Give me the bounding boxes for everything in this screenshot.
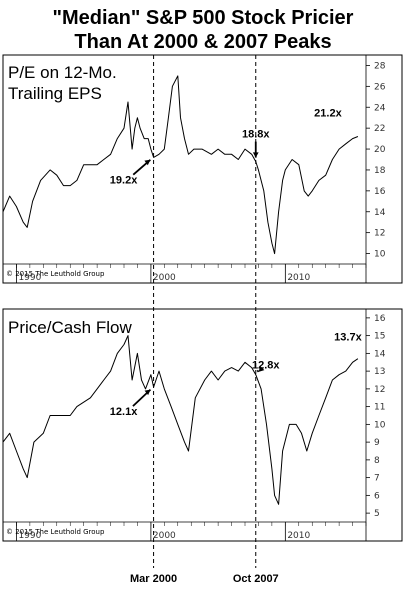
pe-y-tick-label: 10 bbox=[374, 250, 386, 260]
pe-y-tick-label: 12 bbox=[374, 229, 385, 239]
pcf-y-ticks: 5 6 7 8 9 10 11 12 13 14 15 16 bbox=[366, 314, 386, 519]
chart-title-line1: "Median" S&P 500 Stock Pricier bbox=[53, 7, 354, 29]
pe-x-tick-label: 1990 bbox=[18, 273, 41, 283]
pcf-annotation-arrow bbox=[256, 369, 260, 373]
pcf-x-tick-label: 2000 bbox=[153, 531, 176, 541]
pe-y-tick-label: 16 bbox=[374, 187, 386, 197]
pcf-annotation-label: 12.8x bbox=[252, 360, 280, 372]
event-lines bbox=[153, 55, 257, 568]
pcf-y-tick-label: 7 bbox=[374, 474, 380, 484]
pcf-y-tick-label: 6 bbox=[374, 491, 380, 501]
pe-panel-title-line1: P/E on 12-Mo. bbox=[8, 63, 117, 82]
event-label-mar-2000: Mar 2000 bbox=[130, 573, 177, 585]
pcf-x-tick-label: 1990 bbox=[18, 531, 41, 541]
pcf-y-tick-label: 8 bbox=[374, 456, 380, 466]
pe-x-tick-label: 2000 bbox=[153, 273, 176, 283]
pe-annotation-arrowhead bbox=[144, 159, 151, 166]
pcf-y-tick-label: 16 bbox=[374, 314, 386, 324]
pcf-y-tick-label: 13 bbox=[374, 367, 385, 377]
pe-y-tick-label: 18 bbox=[374, 166, 386, 176]
pe-y-tick-label: 26 bbox=[374, 82, 386, 92]
pcf-x-tick-label: 2010 bbox=[287, 531, 310, 541]
pcf-annotation-label: 12.1x bbox=[110, 406, 138, 418]
pe-panel-title-line2: Trailing EPS bbox=[8, 84, 102, 103]
pe-plot-frame bbox=[2, 54, 403, 284]
pcf-annotation-arrowhead bbox=[144, 389, 151, 396]
chart-title-line2: Than At 2000 & 2007 Peaks bbox=[74, 31, 331, 53]
pe-y-ticks: 10 12 14 16 18 20 22 24 26 28 bbox=[366, 61, 386, 260]
pcf-x-ticks: 1990 2000 2010 bbox=[2, 522, 367, 541]
pe-panel: P/E on 12-Mo. Trailing EPS © 2015 The Le… bbox=[2, 54, 403, 284]
pcf-series bbox=[2, 335, 359, 505]
pcf-y-tick-label: 5 bbox=[374, 509, 380, 519]
pcf-series-line bbox=[2, 335, 359, 505]
pcf-y-tick-label: 11 bbox=[374, 403, 385, 413]
pe-series-line bbox=[2, 75, 359, 255]
pe-annotation-label: 19.2x bbox=[110, 174, 138, 186]
pcf-y-tick-label: 14 bbox=[374, 349, 386, 359]
pcf-y-tick-label: 9 bbox=[374, 438, 380, 448]
pcf-copyright: © 2015 The Leuthold Group bbox=[6, 528, 105, 536]
pe-y-tick-label: 24 bbox=[374, 103, 386, 113]
pe-y-tick-label: 14 bbox=[374, 208, 386, 218]
pcf-panel: Price/Cash Flow © 2015 The Leuthold Grou… bbox=[2, 308, 403, 542]
pe-x-ticks: 1990 2000 2010 bbox=[2, 264, 367, 283]
pe-y-tick-label: 20 bbox=[374, 145, 386, 155]
pe-copyright: © 2015 The Leuthold Group bbox=[6, 270, 105, 278]
pcf-y-tick-label: 12 bbox=[374, 385, 385, 395]
pcf-y-tick-label: 15 bbox=[374, 332, 385, 342]
pe-y-tick-label: 22 bbox=[374, 124, 385, 134]
pcf-panel-title: Price/Cash Flow bbox=[8, 318, 132, 337]
event-label-oct-2007: Oct 2007 bbox=[233, 573, 279, 585]
pe-annotation-label: 21.2x bbox=[314, 108, 342, 120]
pe-y-tick-label: 28 bbox=[374, 61, 386, 71]
pcf-plot-frame bbox=[2, 308, 403, 542]
pe-x-tick-label: 2010 bbox=[287, 273, 310, 283]
pe-series bbox=[2, 75, 359, 255]
pcf-annotation-arrowhead bbox=[258, 366, 265, 372]
pcf-annotation-label: 13.7x bbox=[334, 332, 362, 344]
pcf-y-tick-label: 10 bbox=[374, 420, 386, 430]
pcf-annotations: 12.1x 12.8x 13.7x bbox=[110, 332, 363, 418]
